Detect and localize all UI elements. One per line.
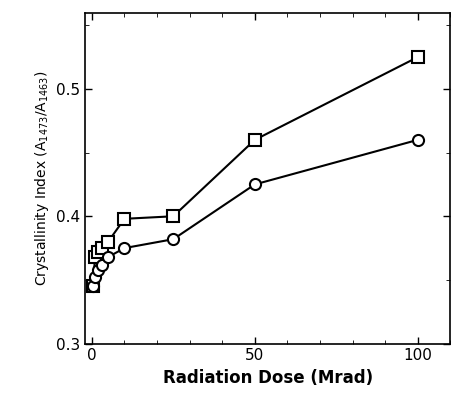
X-axis label: Radiation Dose (Mrad): Radiation Dose (Mrad) bbox=[163, 369, 373, 387]
Y-axis label: Crystallinity Index (A$_{1473}$/A$_{1463}$): Crystallinity Index (A$_{1473}$/A$_{1463… bbox=[33, 70, 51, 286]
